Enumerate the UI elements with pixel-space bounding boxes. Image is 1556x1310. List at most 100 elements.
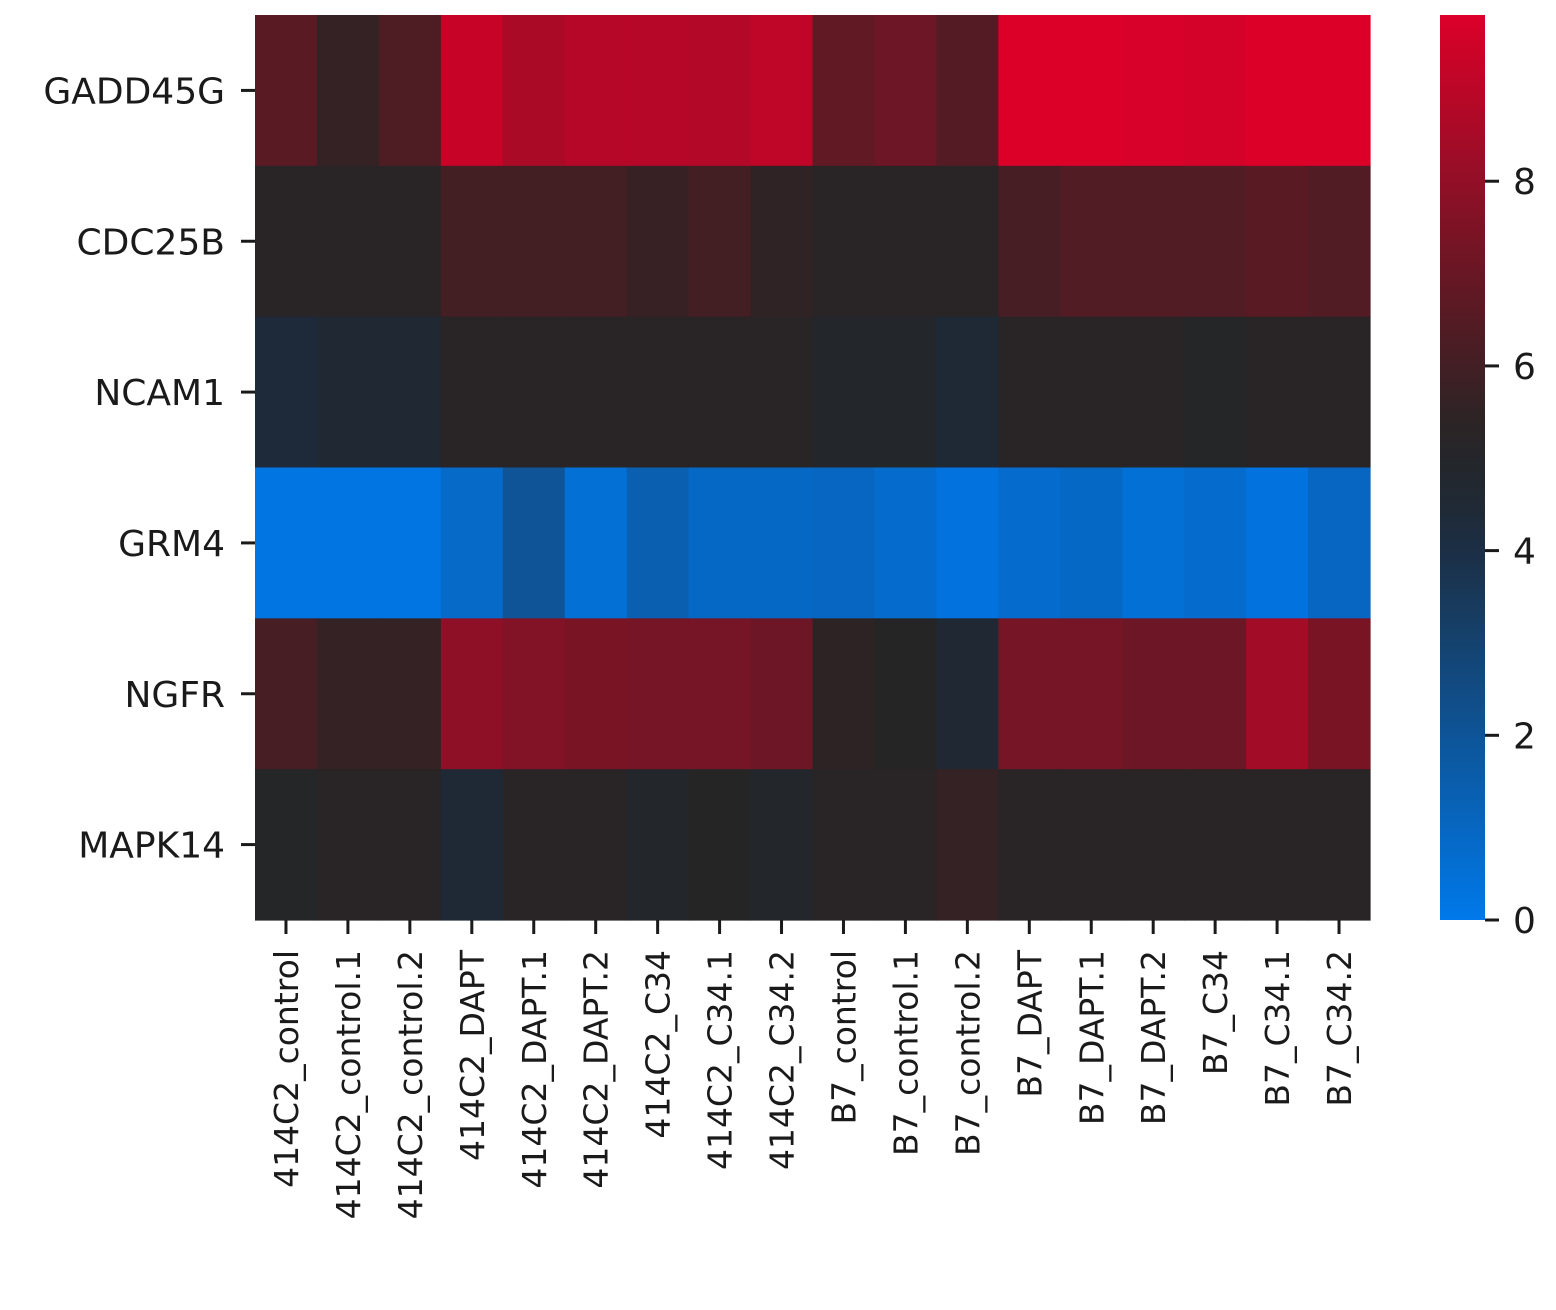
heatmap-cell [316,467,380,619]
heatmap-cell [1246,15,1309,167]
heatmap-cell [440,316,504,469]
heatmap-cell [936,618,999,770]
heatmap-cell [564,165,628,318]
heatmap-cell [750,769,814,921]
heatmap-cell [502,15,566,167]
x-axis-ticks: 414C2_control 414C2_control.1 414C2_contro… [267,920,1359,1219]
heatmap-cell [1060,467,1123,619]
y-tick-label: CDC25B [77,222,226,263]
heatmap-cell [564,467,628,619]
x-tick-label: B7_DAPT [1010,949,1049,1097]
heatmap-cell [378,467,442,619]
heatmap-cell [1308,15,1371,167]
heatmap-cell [1060,15,1123,167]
heatmap-cell [255,15,318,167]
heatmap-cell [998,618,1061,770]
x-tick-label: 414C2_control [267,950,306,1188]
heatmap-cell [812,165,876,318]
heatmap-cell [1122,15,1185,167]
heatmap-cell [936,467,999,619]
heatmap-cell [1246,467,1309,619]
heatmap-cell [812,618,876,770]
heatmap-cell [440,467,504,619]
y-tick-label: MAPK14 [78,826,225,867]
colorbar-tick-label: 2 [1513,716,1536,757]
colorbar-tick-label: 4 [1513,532,1536,573]
heatmap-cell [874,316,937,469]
heatmap-cell [874,165,937,318]
heatmap-cell [626,316,690,469]
heatmap-cell [874,467,937,619]
x-tick-label: B7_C34.2 [1320,950,1359,1107]
heatmap-cell [1122,769,1185,921]
heatmap-cell [626,769,690,921]
heatmap-cell [750,165,814,318]
heatmap-cell [378,15,442,167]
heatmap-cell [564,15,628,167]
heatmap-cell [688,467,752,619]
y-tick-label: NGFR [124,675,225,716]
heatmap-cell [688,769,752,921]
heatmap-cell [316,316,380,469]
heatmap-cell [998,467,1061,619]
heatmap-cell [750,467,814,619]
x-tick-label: 414C2_control.2 [391,950,430,1219]
heatmap-cell [1308,769,1371,921]
heatmap-cell [255,769,318,921]
heatmap-cell [688,618,752,770]
heatmap-cell [998,316,1061,469]
heatmap-cell [502,316,566,469]
heatmap-cell [378,769,442,921]
heatmap-cell [502,769,566,921]
heatmap-cell [255,316,318,469]
x-tick-label: 414C2_DAPT.2 [577,950,616,1189]
heatmap-cell [998,769,1061,921]
heatmap-cell [1060,316,1123,469]
heatmap-cell [812,769,876,921]
x-tick-label: B7_DAPT.1 [1072,950,1111,1125]
heatmap-cell [378,618,442,770]
heatmap-cell [998,165,1061,318]
heatmap-cell [874,15,937,167]
colorbar-tick-label: 8 [1513,162,1536,203]
heatmap-cell [750,316,814,469]
heatmap-cell [316,618,380,770]
y-tick-label: GRM4 [118,524,225,565]
x-tick-label: B7_control [824,950,863,1125]
y-tick-label: GADD45G [43,71,225,112]
heatmap-cell [626,618,690,770]
y-axis-ticks: GADD45G CDC25B NCAM1 GRM4 NGFR MAPK14 [43,71,255,867]
x-tick-label: 414C2_C34.1 [701,950,740,1170]
heatmap-cell [1060,769,1123,921]
colorbar: 0 2 4 6 8 [1440,15,1536,942]
colorbar-tick-label: 0 [1513,901,1536,942]
heatmap-cell [1060,165,1123,318]
heatmap-cell [1246,769,1309,921]
x-tick-label: B7_DAPT.2 [1134,950,1173,1125]
heatmap-cell [750,15,814,167]
x-tick-label: 414C2_C34.2 [763,950,802,1170]
heatmap-cell [936,165,999,318]
heatmap-cell [874,618,937,770]
heatmap-cell [440,165,504,318]
x-tick-label: 414C2_DAPT.1 [515,950,554,1189]
heatmap-cell [812,316,876,469]
heatmap-cell [626,467,690,619]
heatmap-cell [564,316,628,469]
heatmap-cell [626,15,690,167]
heatmap-cell [564,618,628,770]
heatmap-cell [316,15,380,167]
y-tick-label: NCAM1 [94,373,225,414]
heatmap-cell [378,165,442,318]
x-tick-label: 414C2_DAPT [453,949,492,1161]
x-tick-label: B7_control.2 [948,950,987,1156]
heatmap-cell [1122,467,1185,619]
heatmap-cell [998,15,1061,167]
heatmap-cell [1122,316,1185,469]
heatmap-cell [255,618,318,770]
x-tick-label: 414C2_control.1 [329,950,368,1219]
heatmap-cell [1184,467,1247,619]
heatmap-cell [936,15,999,167]
heatmap-cell [812,15,876,167]
